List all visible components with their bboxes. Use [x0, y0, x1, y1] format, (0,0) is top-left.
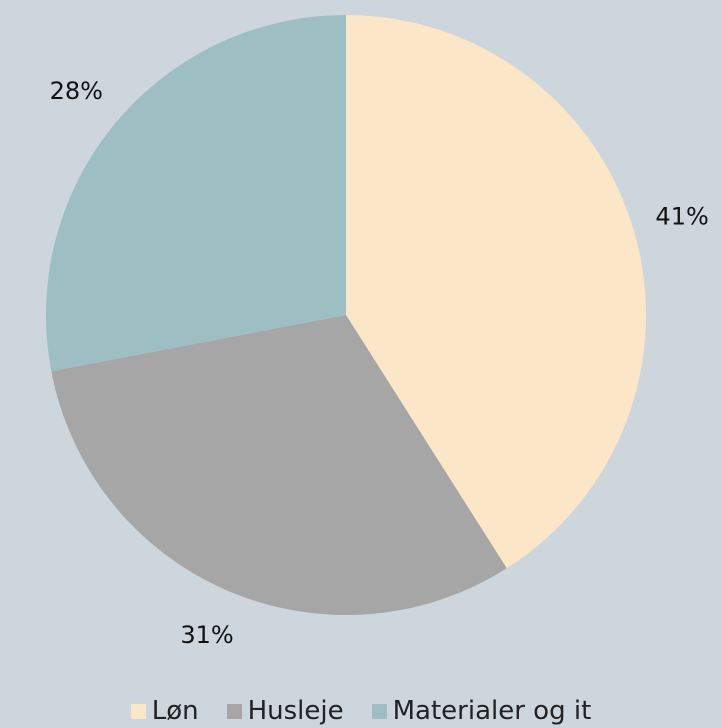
chart: 41% 31% 28%: [45, 15, 709, 649]
data-label: 28%: [50, 77, 103, 105]
legend-swatch: [371, 703, 387, 719]
legend-item: Husleje: [226, 696, 344, 726]
legend: Løn Husleje Materialer og it: [0, 696, 722, 726]
legend-item: Materialer og it: [371, 696, 592, 726]
data-label: 41%: [655, 202, 708, 230]
data-label: 31%: [180, 621, 233, 649]
pie-slice: [346, 15, 647, 569]
legend-label: Materialer og it: [392, 696, 592, 726]
pie-slice: [45, 15, 346, 372]
pie-slice: [51, 315, 507, 615]
legend-label: Løn: [151, 696, 199, 726]
legend-item: Løn: [130, 696, 199, 726]
legend-swatch: [226, 703, 242, 719]
legend-label: Husleje: [247, 696, 344, 726]
legend-swatch: [130, 703, 146, 719]
